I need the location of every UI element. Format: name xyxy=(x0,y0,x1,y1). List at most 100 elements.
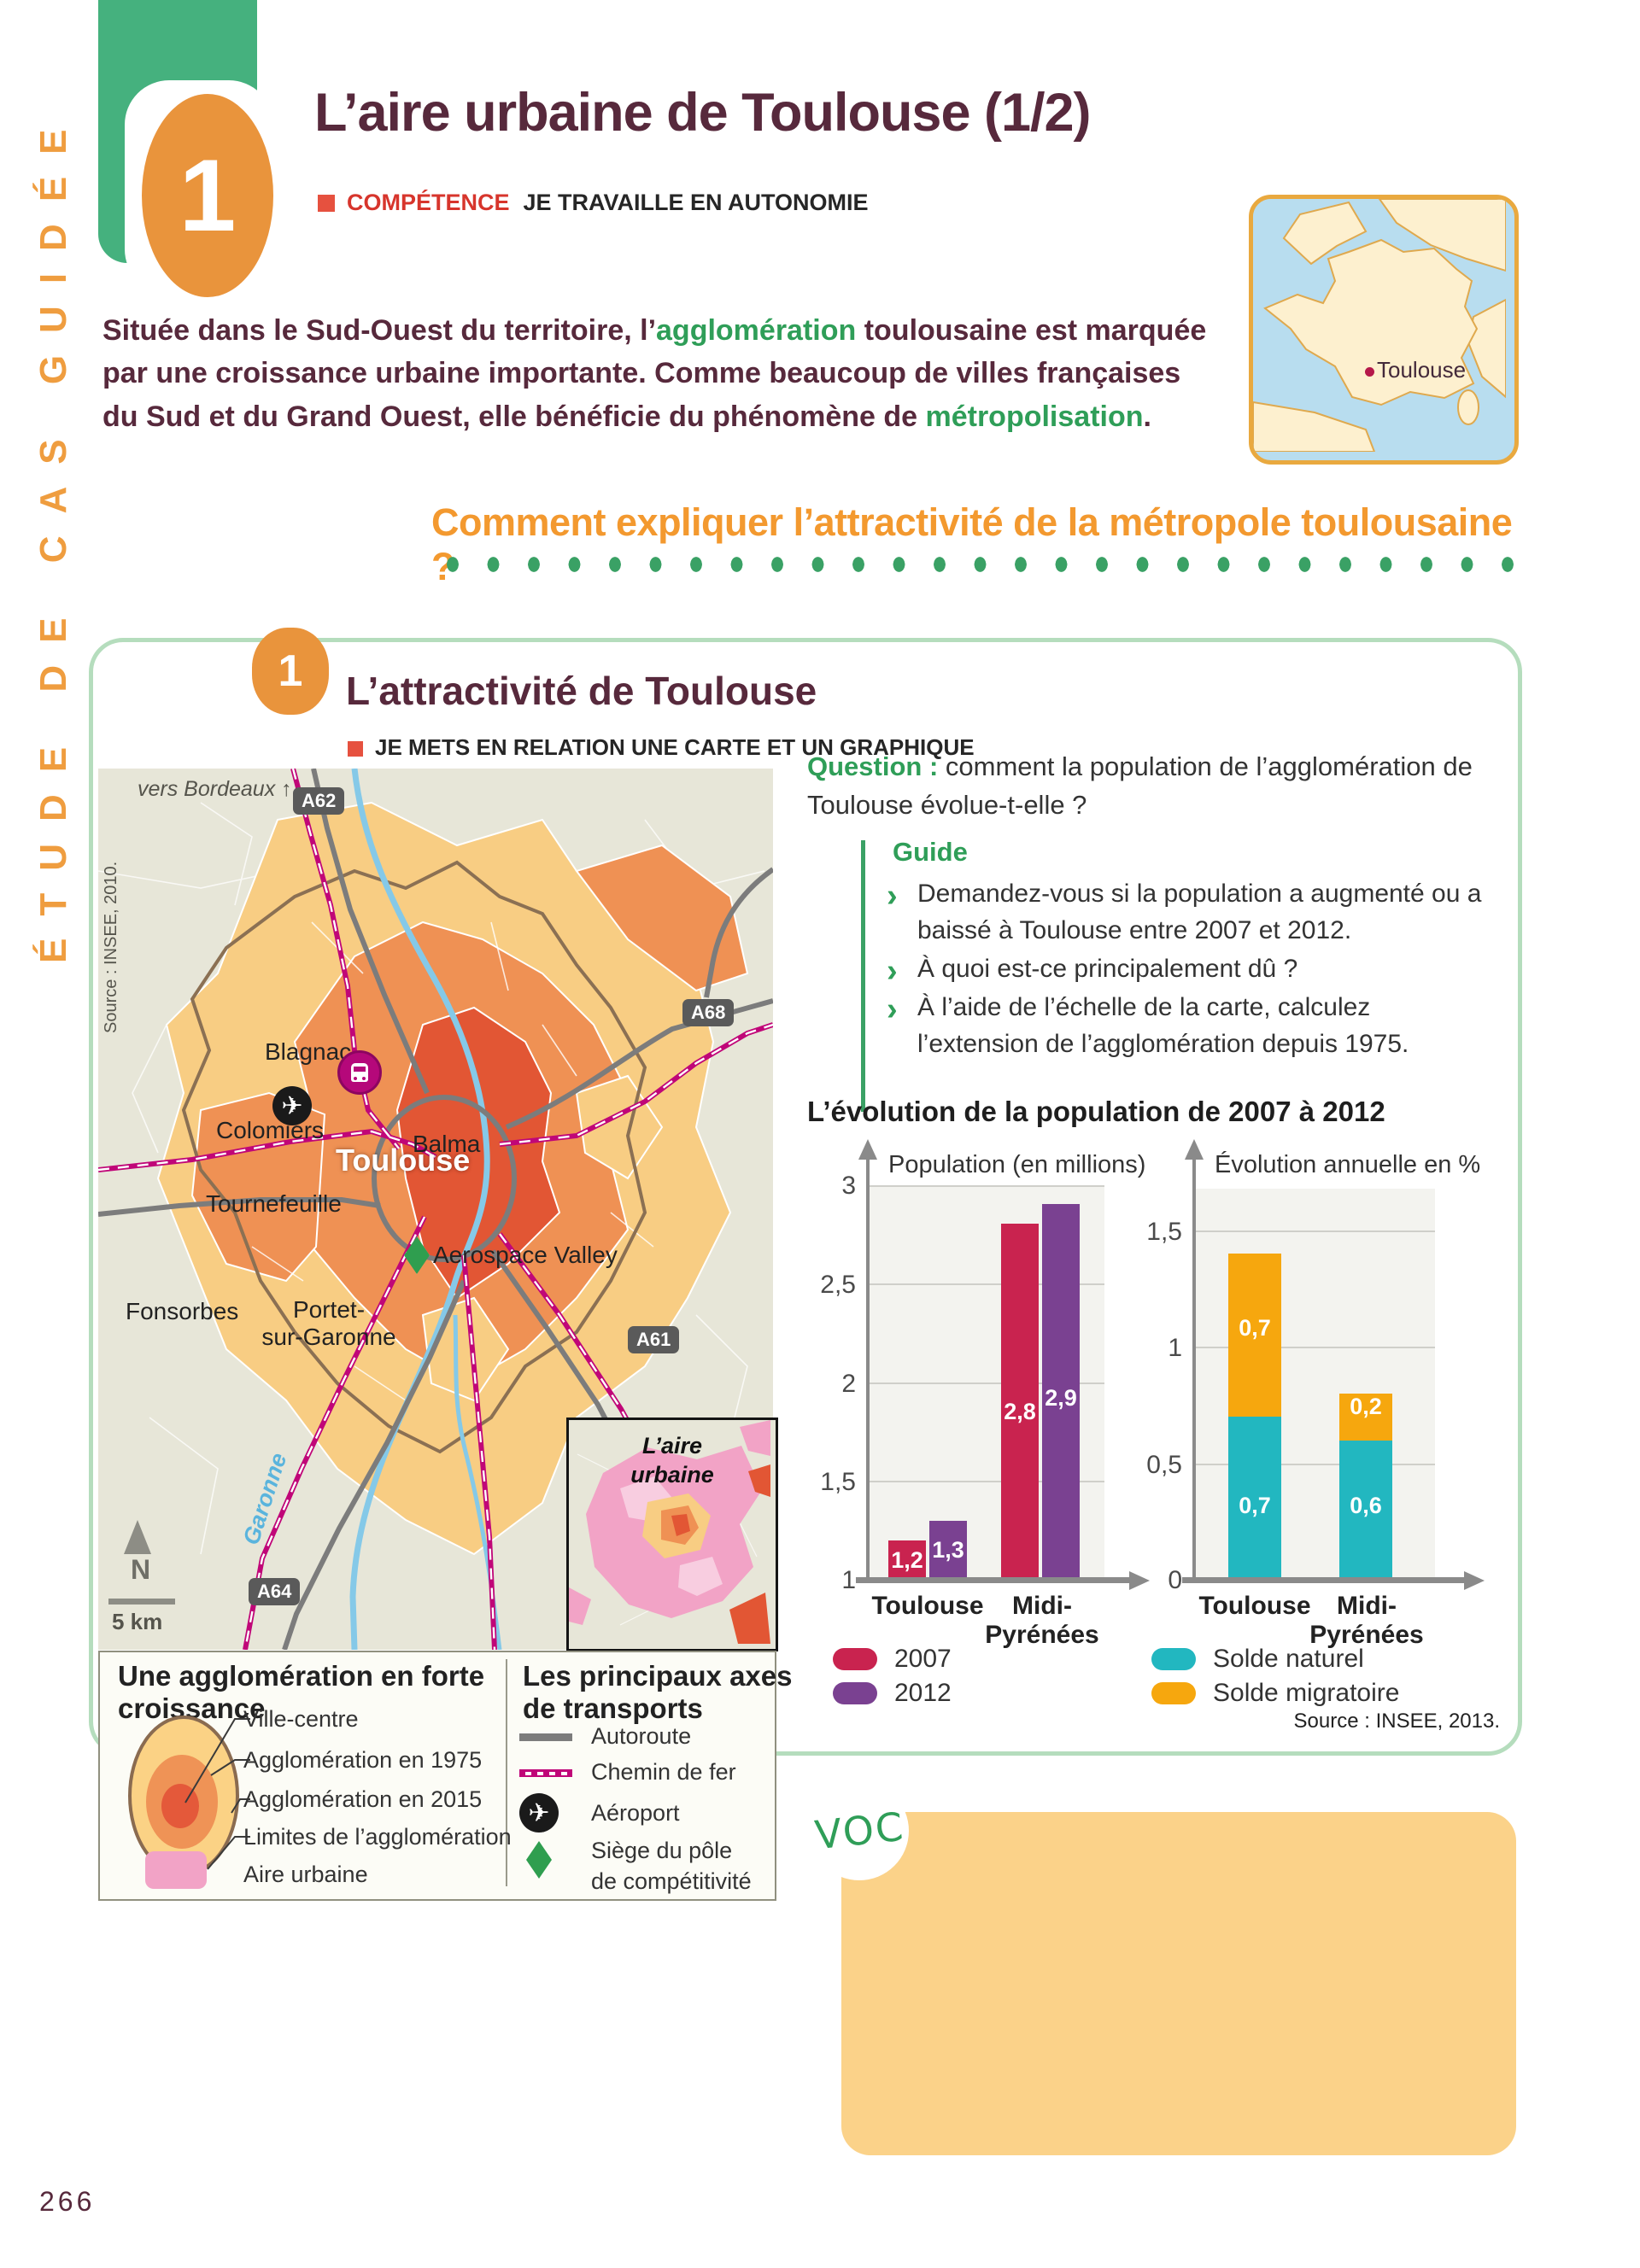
map-label-portet-1: Portet- xyxy=(292,1296,366,1323)
competence-row: COMPÉTENCE JE TRAVAILLE EN AUTONOMIE xyxy=(318,190,869,216)
population-x-arrow xyxy=(1129,1571,1150,1590)
chevron-icon: › xyxy=(887,878,898,914)
legend-2007: 2007 xyxy=(894,1645,952,1673)
inset-art xyxy=(569,1420,770,1644)
legend-item-limites: Limites de l’agglomération xyxy=(243,1824,512,1850)
intro-keyword-1: agglomération xyxy=(656,314,857,347)
guide-bar xyxy=(861,840,865,1112)
bar-label-2-8: 2,8 xyxy=(1004,1399,1036,1424)
gridline xyxy=(868,1185,1104,1187)
red-square-icon xyxy=(318,195,335,212)
voc-badge: VOC xyxy=(810,1781,909,1880)
population-y-axis xyxy=(866,1154,870,1581)
train-glyph xyxy=(351,1063,368,1082)
red-square-icon xyxy=(348,741,363,757)
gridline xyxy=(1194,1464,1435,1465)
intro-text-3: . xyxy=(1143,400,1151,433)
cat-midi-1: Midi- xyxy=(1012,1592,1072,1620)
dotted-separator xyxy=(442,555,1527,574)
section-frame xyxy=(89,638,1522,1756)
aire-urbaine-inset: L’aire urbaine xyxy=(566,1418,778,1651)
cat-midi-1r: Midi- xyxy=(1337,1592,1397,1620)
legend-item-ville-centre: Ville-centre xyxy=(243,1706,359,1732)
toulouse-map: Source : INSEE, 2010. vers Bordeaux ↑ A6… xyxy=(97,768,775,1651)
up-arrow-icon: ↑ xyxy=(281,777,292,801)
map-source: Source : INSEE, 2010. xyxy=(102,861,120,1033)
bar-toulouse-2012 xyxy=(929,1521,967,1578)
gridline xyxy=(868,1481,1104,1482)
legend-pill-naturel xyxy=(1151,1648,1196,1670)
legend-item-aeroport: Aéroport xyxy=(591,1800,680,1826)
legend-right-title: Les principaux axes de transports xyxy=(523,1660,792,1725)
legend-item-aire-urbaine: Aire urbaine xyxy=(243,1862,368,1887)
scale-label: 5 km xyxy=(112,1609,163,1634)
guide-item-text: Demandez-vous si la population a augment… xyxy=(917,880,1482,944)
map-label-toulouse: Toulouse xyxy=(336,1143,471,1178)
evolution-x-arrow xyxy=(1464,1571,1485,1590)
gridline xyxy=(1194,1230,1435,1232)
intro-paragraph: Située dans le Sud-Ouest du territoire, … xyxy=(102,309,1221,438)
bar-label-1-3: 1,3 xyxy=(932,1537,964,1563)
legend-right-title-1: Les principaux axes xyxy=(523,1660,793,1692)
charts-title: L’évolution de la population de 2007 à 2… xyxy=(807,1096,1385,1127)
tick-3: 3 xyxy=(841,1172,856,1200)
section-title: L’attractivité de Toulouse xyxy=(346,669,817,713)
legend-naturel: Solde naturel xyxy=(1213,1645,1364,1673)
legend-left-title-1: Une agglomération en forte xyxy=(118,1660,485,1692)
road-badge-a62: A62 xyxy=(293,787,345,815)
intro-keyword-2: métropolisation xyxy=(925,400,1144,433)
population-axis-title: Population (en millions) xyxy=(888,1151,1146,1178)
bar-midi-2007 xyxy=(1001,1224,1039,1578)
tick-2-5: 2,5 xyxy=(820,1271,856,1299)
legend-pill-2012 xyxy=(833,1682,877,1704)
voc-box xyxy=(841,1812,1516,2155)
evolution-x-axis xyxy=(1182,1577,1464,1583)
inset-title-2: urbaine xyxy=(630,1462,714,1488)
toulouse-locator-dot xyxy=(1365,367,1374,377)
legend-pill-2007 xyxy=(833,1648,877,1670)
bar-midi-naturel xyxy=(1339,1441,1392,1578)
guide-title: Guide xyxy=(893,837,968,867)
guide-item: › À l’aide de l’échelle de la carte, calc… xyxy=(887,990,1485,1063)
gridline xyxy=(868,1382,1104,1384)
evolution-y-axis xyxy=(1192,1154,1196,1581)
legend-item-siege-2: de compétitivité xyxy=(591,1868,752,1894)
chevron-icon: › xyxy=(887,952,898,989)
page-number: 266 xyxy=(39,2186,96,2217)
aire-urbaine-swatch xyxy=(145,1851,207,1889)
question-block: Question : comment la population de l’ag… xyxy=(807,748,1499,825)
gridline xyxy=(868,1283,1104,1285)
airport-icon: ✈ xyxy=(272,1086,312,1125)
bar-label-m-mig: 0,2 xyxy=(1350,1394,1382,1419)
problem-question: Comment expliquer l’attractivité de la m… xyxy=(431,500,1513,588)
road-badge-a64: A64 xyxy=(249,1578,301,1605)
scale-bar xyxy=(108,1599,175,1605)
guide-item: › À quoi est-ce principalement dû ? xyxy=(887,951,1485,989)
cat-toulouse: Toulouse xyxy=(871,1592,984,1620)
section-skill-text: JE METS EN RELATION UNE CARTE ET UN GRAP… xyxy=(375,734,975,760)
tick-0r: 0 xyxy=(1168,1566,1182,1594)
legend-item-siege-1: Siège du pôle xyxy=(591,1838,733,1863)
evolution-axis-title: Évolution annuelle en % xyxy=(1215,1151,1481,1178)
section-skill: JE METS EN RELATION UNE CARTE ET UN GRAP… xyxy=(348,734,975,761)
chapter-number-badge: 1 xyxy=(142,94,273,297)
france-map-art xyxy=(1253,199,1507,453)
guide-item-text: À quoi est-ce principalement dû ? xyxy=(917,954,1298,983)
cat-midi-2: Pyrénées xyxy=(985,1621,1099,1649)
map-label-colomiers: Colomiers xyxy=(216,1117,325,1143)
map-label-balma: Balma xyxy=(413,1131,481,1157)
chevron-icon: › xyxy=(887,991,898,1027)
bar-toulouse-naturel xyxy=(1228,1417,1281,1578)
bar-label-1-2: 1,2 xyxy=(891,1547,923,1573)
compass-label: N xyxy=(131,1554,151,1585)
legend-left-title: Une agglomération en forte croissance xyxy=(118,1660,484,1725)
legend-circles-diagram xyxy=(128,1716,250,1876)
bar-midi-migratoire xyxy=(1339,1394,1392,1441)
intro-text-2: toulousaine est marquée par une croissan… xyxy=(102,314,1207,433)
question-label: Question : xyxy=(807,751,939,781)
population-x-axis xyxy=(856,1577,1129,1583)
bar-label-t-nat: 0,7 xyxy=(1239,1493,1271,1518)
legend-right-title-2: de transports xyxy=(523,1692,703,1724)
question-text: comment la population de l’agglomération… xyxy=(807,751,1473,820)
guide-item: › Demandez-vous si la population a augmen… xyxy=(887,876,1485,950)
